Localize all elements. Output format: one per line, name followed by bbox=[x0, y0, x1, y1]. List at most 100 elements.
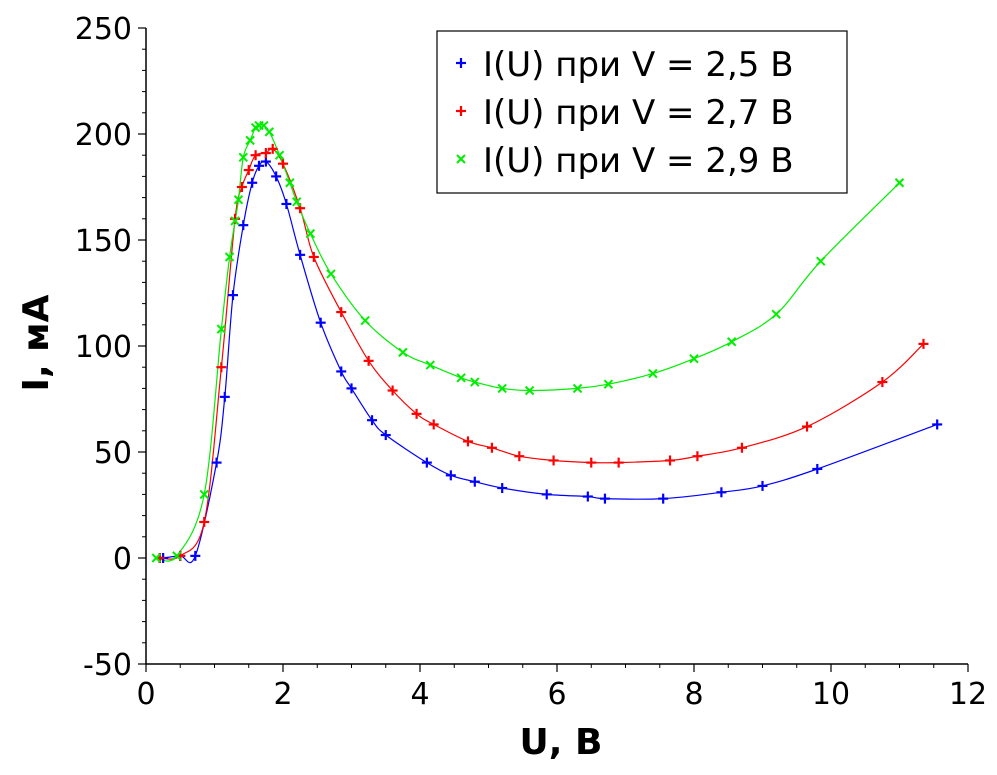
y-tick-label: 200 bbox=[75, 118, 132, 153]
y-tick-label: -50 bbox=[83, 648, 132, 683]
data-point bbox=[295, 249, 306, 260]
data-point bbox=[238, 152, 248, 163]
data-point bbox=[716, 487, 727, 498]
data-point bbox=[216, 362, 227, 373]
data-point bbox=[932, 419, 943, 430]
data-point bbox=[281, 198, 292, 209]
data-point bbox=[172, 551, 182, 561]
data-point bbox=[247, 177, 258, 188]
data-point bbox=[190, 550, 201, 561]
x-tick-label: 2 bbox=[273, 677, 292, 712]
data-point bbox=[470, 377, 480, 387]
data-point bbox=[243, 165, 254, 176]
data-point bbox=[267, 143, 278, 154]
data-point bbox=[285, 178, 295, 188]
data-point bbox=[524, 385, 535, 396]
data-point bbox=[199, 516, 210, 527]
data-point bbox=[425, 360, 435, 370]
data-point bbox=[665, 455, 676, 466]
x-tick-label: 4 bbox=[410, 677, 429, 712]
legend-marker-1 bbox=[456, 58, 466, 68]
data-point bbox=[514, 451, 525, 462]
data-point bbox=[757, 480, 768, 491]
data-point bbox=[771, 309, 781, 319]
data-point bbox=[308, 251, 319, 262]
data-point bbox=[497, 483, 508, 494]
legend: I(U) при V = 2,5 В I(U) при V = 2,7 В I(U)… bbox=[436, 30, 848, 194]
data-point bbox=[151, 553, 161, 563]
legend-label-1: I(U) при V = 2,5 В bbox=[483, 45, 794, 85]
data-point bbox=[271, 171, 282, 182]
data-point bbox=[250, 150, 261, 161]
data-point bbox=[812, 463, 823, 474]
x-tick-label: 10 bbox=[812, 677, 850, 712]
data-point bbox=[428, 419, 439, 430]
data-point bbox=[726, 337, 737, 347]
x-axis-title: U, В bbox=[520, 722, 603, 763]
data-point bbox=[274, 150, 285, 160]
data-point bbox=[816, 256, 826, 266]
y-tick-label: 150 bbox=[75, 224, 132, 259]
series-line-2 bbox=[159, 147, 924, 560]
y-axis-title: I, мА bbox=[16, 294, 57, 391]
data-point bbox=[326, 269, 336, 279]
legend-label-3: I(U) при V = 2,9 В bbox=[483, 141, 794, 181]
data-point bbox=[315, 317, 326, 328]
data-point bbox=[599, 493, 610, 504]
data-point bbox=[692, 451, 703, 462]
data-point bbox=[260, 148, 271, 159]
data-point bbox=[219, 391, 230, 402]
x-tick-label: 0 bbox=[136, 677, 155, 712]
data-point bbox=[278, 158, 288, 169]
data-point bbox=[230, 216, 240, 226]
data-point bbox=[462, 436, 473, 447]
x-tick-label: 8 bbox=[684, 677, 703, 712]
data-point bbox=[802, 421, 813, 432]
data-point bbox=[411, 408, 422, 419]
data-point bbox=[894, 178, 905, 188]
data-point bbox=[469, 476, 480, 487]
legend-label-2: I(U) при V = 2,7 В bbox=[483, 93, 794, 133]
data-point bbox=[445, 470, 456, 481]
x-tick-label: 12 bbox=[949, 677, 987, 712]
y-tick-label: 250 bbox=[75, 12, 132, 47]
data-point bbox=[336, 307, 347, 318]
series-line-1 bbox=[159, 160, 938, 564]
y-tick-label: 50 bbox=[94, 436, 132, 471]
data-point bbox=[648, 368, 658, 379]
data-point bbox=[224, 252, 235, 262]
data-point bbox=[291, 197, 302, 207]
data-point bbox=[264, 127, 275, 137]
series-markers bbox=[151, 120, 943, 563]
data-point bbox=[236, 182, 247, 192]
data-point bbox=[305, 228, 316, 239]
data-point bbox=[613, 457, 624, 468]
data-point bbox=[398, 347, 408, 358]
data-point bbox=[238, 220, 249, 231]
data-point bbox=[918, 338, 929, 349]
data-point bbox=[736, 442, 747, 453]
data-point bbox=[260, 156, 271, 167]
data-point bbox=[233, 195, 244, 205]
data-point bbox=[456, 373, 466, 383]
data-point bbox=[367, 415, 378, 426]
data-point bbox=[497, 383, 507, 394]
y-tick-label: 100 bbox=[75, 330, 132, 365]
data-point bbox=[603, 379, 614, 389]
data-point bbox=[582, 491, 593, 502]
data-point bbox=[387, 385, 398, 396]
data-point bbox=[421, 457, 432, 468]
data-point bbox=[360, 315, 370, 326]
data-point bbox=[548, 455, 559, 466]
data-point bbox=[380, 430, 391, 441]
data-point bbox=[689, 354, 699, 364]
data-point bbox=[877, 377, 888, 388]
data-point bbox=[254, 160, 265, 171]
data-point bbox=[658, 493, 669, 504]
legend-marker-2 bbox=[456, 106, 466, 116]
legend-marker-3 bbox=[456, 154, 466, 164]
x-tick-label: 6 bbox=[547, 677, 566, 712]
data-point bbox=[363, 355, 374, 366]
